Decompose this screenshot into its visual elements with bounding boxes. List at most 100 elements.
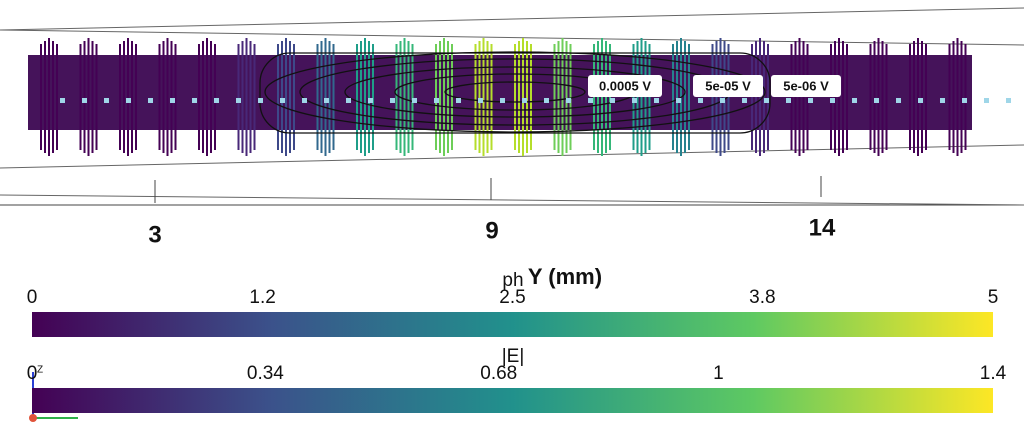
- glyph: [316, 44, 319, 150]
- glyph-bands: [40, 38, 967, 156]
- glyph: [553, 44, 556, 150]
- glyph: [846, 44, 848, 150]
- point: [962, 98, 967, 103]
- glyph: [763, 41, 765, 153]
- glyph: [131, 41, 133, 153]
- glyph: [530, 44, 532, 150]
- point: [632, 98, 637, 103]
- glyph: [952, 41, 955, 153]
- glyph: [490, 44, 493, 150]
- glyph: [514, 44, 516, 150]
- glyph: [332, 44, 335, 150]
- point: [764, 98, 769, 103]
- glyph: [403, 38, 406, 156]
- colorbar-tick-label: 0.68: [480, 363, 517, 384]
- glyph: [360, 41, 362, 153]
- point: [566, 98, 571, 103]
- point: [412, 98, 417, 103]
- outline: [0, 29, 1024, 46]
- point: [214, 98, 219, 103]
- glyph: [964, 44, 967, 150]
- glyph: [214, 44, 216, 150]
- glyph: [877, 38, 880, 156]
- glyph: [119, 44, 121, 150]
- glyph: [522, 38, 524, 156]
- glyph: [407, 41, 410, 153]
- glyph: [40, 44, 42, 150]
- glyph: [925, 44, 927, 150]
- outline: [0, 144, 1024, 169]
- point: [940, 98, 945, 103]
- glyph: [285, 38, 287, 156]
- glyph: [253, 44, 256, 150]
- point: [280, 98, 285, 103]
- glyph: [52, 41, 54, 153]
- glyph: [356, 44, 358, 150]
- glyph: [79, 44, 82, 150]
- glyph: [557, 41, 560, 153]
- glyph: [909, 44, 911, 150]
- point: [456, 98, 461, 103]
- glyph: [127, 38, 129, 156]
- point: [346, 98, 351, 103]
- glyph: [684, 41, 686, 153]
- point: [82, 98, 87, 103]
- glyph: [91, 41, 94, 153]
- point: [104, 98, 109, 103]
- contour-label: 5e-06 V: [783, 78, 829, 93]
- point: [390, 98, 395, 103]
- glyph: [364, 38, 366, 156]
- glyph: [948, 44, 951, 150]
- glyph: [174, 44, 177, 150]
- glyph: [482, 38, 485, 156]
- glyph: [166, 38, 169, 156]
- glyph: [561, 38, 564, 156]
- axis-tick-label: 3: [148, 221, 161, 248]
- orientation-label: Z: [37, 365, 43, 376]
- glyph: [885, 44, 888, 150]
- glyph: [241, 41, 244, 153]
- point: [610, 98, 615, 103]
- point: [236, 98, 241, 103]
- glyph: [135, 44, 137, 150]
- glyph: [170, 41, 173, 153]
- colorbar-tick-label: 0: [27, 287, 38, 308]
- point: [786, 98, 791, 103]
- glyph: [439, 41, 441, 153]
- glyph: [447, 41, 449, 153]
- glyph: [249, 41, 252, 153]
- colorbar: [32, 312, 993, 337]
- glyph: [395, 44, 398, 150]
- glyph: [838, 38, 840, 156]
- glyph: [767, 44, 769, 150]
- contour-label-box: [771, 75, 841, 97]
- outline: [0, 7, 1024, 31]
- glyph: [162, 41, 165, 153]
- glyph: [44, 41, 46, 153]
- glyph: [289, 41, 291, 153]
- point: [258, 98, 263, 103]
- point: [830, 98, 835, 103]
- glyph: [569, 44, 572, 150]
- glyph: [372, 44, 374, 150]
- colorbar-tick-label: 0: [27, 363, 38, 384]
- glyph: [206, 38, 208, 156]
- glyph: [443, 38, 445, 156]
- point: [698, 98, 703, 103]
- point: [148, 98, 153, 103]
- point: [984, 98, 989, 103]
- glyph: [198, 44, 200, 150]
- point: [1006, 98, 1011, 103]
- point: [808, 98, 813, 103]
- point: [170, 98, 175, 103]
- colorbar-title: ph: [502, 270, 523, 291]
- point: [126, 98, 131, 103]
- glyph: [881, 41, 884, 153]
- colorbar-tick-label: 1: [713, 363, 724, 384]
- glyph: [921, 41, 923, 153]
- glyph: [526, 41, 528, 153]
- glyph: [873, 41, 876, 153]
- contour-label: 0.0005 V: [599, 78, 651, 93]
- point: [918, 98, 923, 103]
